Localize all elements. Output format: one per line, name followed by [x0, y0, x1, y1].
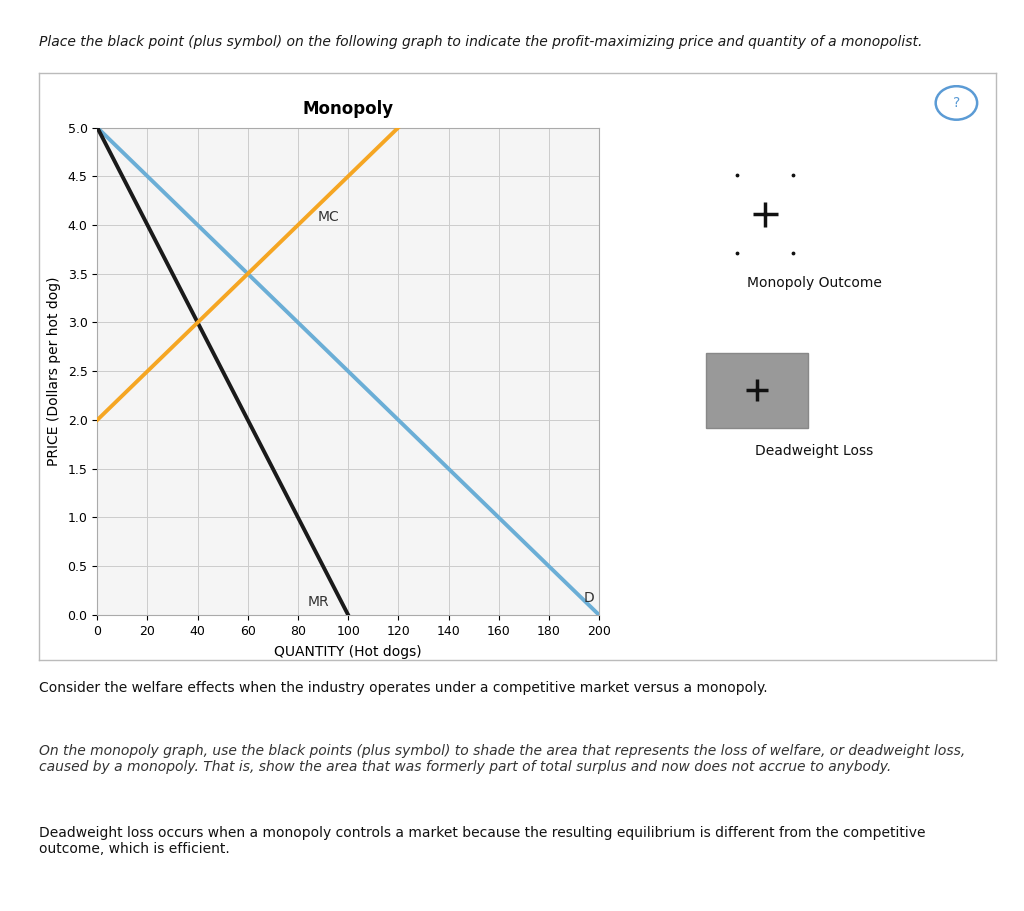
Y-axis label: PRICE (Dollars per hot dog): PRICE (Dollars per hot dog) [47, 276, 60, 466]
Text: MR: MR [308, 595, 330, 609]
Text: Consider the welfare effects when the industry operates under a competitive mark: Consider the welfare effects when the in… [39, 681, 768, 695]
X-axis label: QUANTITY (Hot dogs): QUANTITY (Hot dogs) [274, 645, 422, 659]
Title: Monopoly: Monopoly [303, 99, 393, 118]
FancyBboxPatch shape [706, 353, 808, 428]
Text: Monopoly Outcome: Monopoly Outcome [746, 275, 882, 290]
Text: ?: ? [952, 96, 961, 110]
Text: On the monopoly graph, use the black points (plus symbol) to shade the area that: On the monopoly graph, use the black poi… [39, 744, 966, 774]
Text: Place the black point (plus symbol) on the following graph to indicate the profi: Place the black point (plus symbol) on t… [39, 35, 923, 48]
Text: Deadweight Loss: Deadweight Loss [755, 445, 873, 458]
Text: MC: MC [318, 210, 340, 224]
Text: Deadweight loss occurs when a monopoly controls a market because the resulting e: Deadweight loss occurs when a monopoly c… [39, 826, 926, 856]
Text: D: D [584, 591, 594, 605]
